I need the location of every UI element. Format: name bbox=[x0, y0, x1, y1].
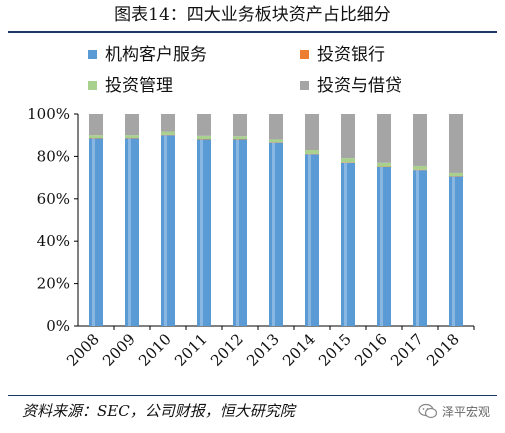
bar-segment-highlight bbox=[272, 142, 275, 326]
legend-swatch-investment-management bbox=[88, 81, 97, 90]
bar-segment-highlight bbox=[308, 154, 311, 326]
bar-segment-highlight bbox=[128, 138, 131, 326]
bar-segment-highlight bbox=[344, 162, 347, 326]
bar-segment-investment-management bbox=[89, 135, 103, 138]
bar-segment-institutional bbox=[233, 139, 247, 326]
legend-item-institutional: 机构客户服务 bbox=[88, 44, 207, 66]
bar-segment-highlight bbox=[200, 139, 203, 326]
legend-item-investment-management: 投资管理 bbox=[88, 75, 173, 97]
x-tick-label: 2017 bbox=[387, 330, 427, 370]
bar-segment-investment-management bbox=[341, 158, 355, 163]
x-tick-label: 2013 bbox=[243, 330, 283, 370]
x-tick-label: 2012 bbox=[207, 330, 247, 370]
bar-segment-highlight bbox=[380, 167, 383, 326]
legend-label-institutional: 机构客户服务 bbox=[105, 45, 207, 65]
bar-segment-institutional bbox=[341, 162, 355, 326]
watermark-text: 泽平宏观 bbox=[442, 404, 491, 419]
bar-segment-investing-lending bbox=[161, 114, 175, 132]
bar-segment-investment-management bbox=[377, 162, 391, 167]
bar-segment-investment-management bbox=[197, 135, 211, 140]
legend-swatch-investing-lending bbox=[300, 81, 309, 90]
x-tick-label: 2016 bbox=[351, 330, 391, 370]
bar-segment-investing-lending bbox=[125, 114, 139, 136]
y-tick-label: 100% bbox=[27, 105, 70, 123]
bar-segment-investment-management bbox=[413, 165, 427, 170]
y-tick-label: 0% bbox=[46, 317, 70, 335]
bar-segment-investing-lending bbox=[233, 114, 247, 137]
y-tick-label: 80% bbox=[37, 147, 70, 165]
legend-label-investment-banking: 投资银行 bbox=[317, 45, 385, 65]
bar-segment-institutional bbox=[413, 170, 427, 326]
bar-segment-institutional bbox=[125, 138, 139, 326]
bar-segment-investment-management bbox=[161, 131, 175, 135]
y-tick-label: 60% bbox=[37, 190, 70, 208]
bar-segment-investing-lending bbox=[449, 114, 463, 173]
bar-segment-investment-management bbox=[233, 136, 247, 140]
wechat-icon bbox=[418, 403, 438, 419]
bar-segment-highlight bbox=[236, 139, 239, 326]
bar-segment-institutional bbox=[161, 135, 175, 326]
bar-segment-highlight bbox=[452, 176, 455, 326]
bar-segment-institutional bbox=[449, 176, 463, 326]
x-tick-label: 2009 bbox=[99, 330, 139, 370]
legend-swatch-investment-banking bbox=[300, 50, 309, 59]
legend-swatch-institutional bbox=[88, 50, 97, 59]
x-tick-label: 2015 bbox=[315, 330, 355, 370]
chart-title: 图表14：四大业务板块资产占比细分 bbox=[114, 5, 391, 25]
bar-segment-investment-management bbox=[269, 139, 283, 143]
bar-segment-highlight bbox=[416, 170, 419, 326]
bar-segment-investing-lending bbox=[305, 114, 319, 151]
bar-segment-investing-lending bbox=[197, 114, 211, 136]
legend-item-investing-lending: 投资与借贷 bbox=[300, 75, 402, 97]
x-tick-label: 2014 bbox=[279, 330, 319, 370]
source-divider bbox=[8, 395, 497, 396]
bar-segment-investment-management bbox=[449, 172, 463, 177]
watermark: 泽平宏观 bbox=[418, 400, 490, 422]
legend-label-investment-management: 投资管理 bbox=[105, 76, 173, 96]
bar-segment-highlight bbox=[164, 135, 167, 326]
bar-segment-institutional bbox=[305, 154, 319, 326]
y-tick-label: 20% bbox=[37, 275, 70, 293]
x-tick-label: 2008 bbox=[63, 330, 103, 370]
x-tick-label: 2018 bbox=[423, 330, 463, 370]
x-tick-label: 2010 bbox=[135, 330, 175, 370]
bar-segment-investing-lending bbox=[89, 114, 103, 136]
bar-segment-investing-lending bbox=[341, 114, 355, 159]
legend-item-investment-banking: 投资银行 bbox=[300, 44, 385, 66]
source-note: 资料来源：SEC，公司财报，恒大研究院 bbox=[22, 402, 295, 420]
bar-segment-investment-management bbox=[125, 135, 139, 138]
y-tick-label: 40% bbox=[37, 232, 70, 250]
x-tick-label: 2011 bbox=[171, 330, 211, 370]
legend-label-investing-lending: 投资与借贷 bbox=[317, 76, 402, 96]
bar-segment-investment-management bbox=[305, 150, 319, 154]
bar-segment-institutional bbox=[269, 142, 283, 326]
bar-segment-investing-lending bbox=[413, 114, 427, 166]
bar-segment-highlight bbox=[92, 138, 95, 326]
bar-segment-investing-lending bbox=[269, 114, 283, 140]
bar-segment-institutional bbox=[197, 139, 211, 326]
bar-segment-investing-lending bbox=[377, 114, 391, 163]
bar-segment-institutional bbox=[377, 167, 391, 326]
bar-segment-institutional bbox=[89, 138, 103, 326]
title-divider bbox=[8, 31, 497, 33]
